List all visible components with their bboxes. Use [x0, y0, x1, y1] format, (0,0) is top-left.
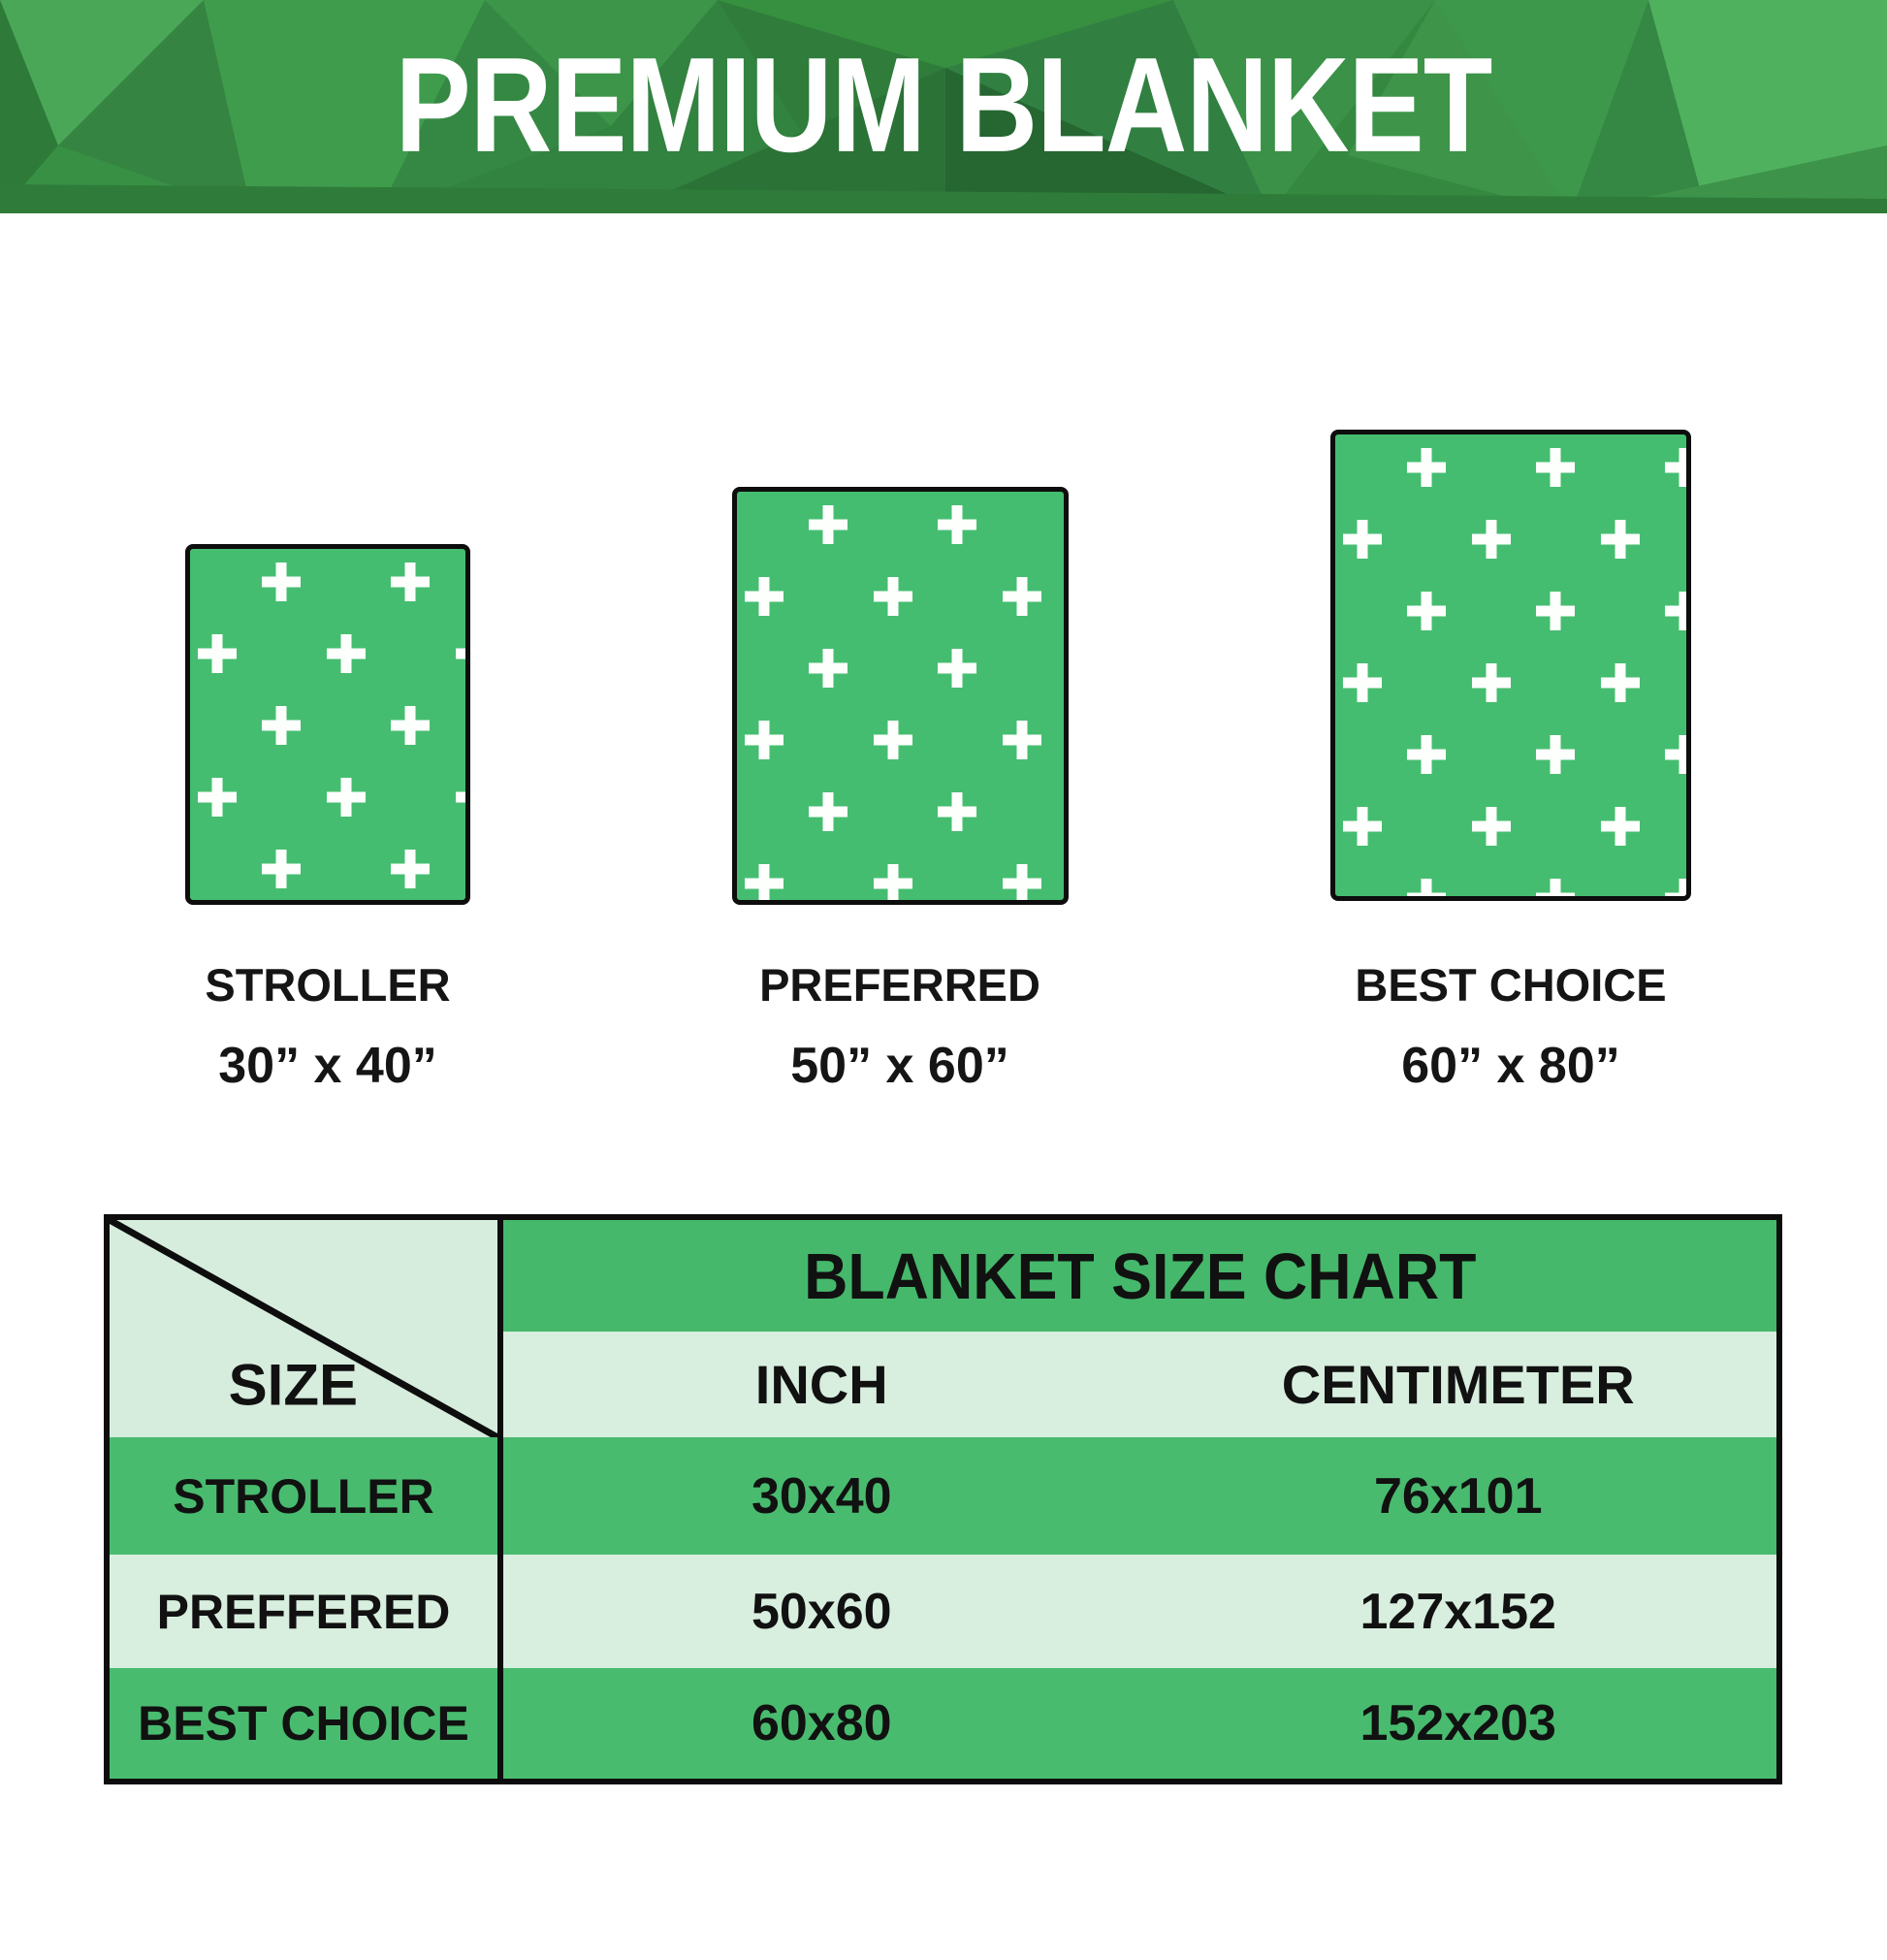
plus-motif	[1067, 792, 1069, 831]
column-header-inch: INCH	[503, 1332, 1140, 1437]
plus-motif	[1472, 520, 1511, 559]
plus-motif	[1343, 520, 1382, 559]
diagonal-line	[110, 1220, 497, 1437]
plus-pattern	[737, 492, 1064, 900]
table-title-cell: BLANKET SIZE CHART	[503, 1220, 1776, 1332]
size-dimensions: 30” x 40”	[218, 1038, 437, 1094]
table-cell-centimeter: 127x152	[1139, 1555, 1776, 1668]
table-cell-inch: 30x40	[503, 1437, 1140, 1555]
plus-motif	[262, 706, 301, 745]
column-header-centimeter: CENTIMETER	[1139, 1332, 1776, 1437]
plus-motif	[1472, 663, 1511, 702]
plus-motif	[1536, 735, 1575, 774]
figure-label-best-choice: BEST CHOICE 60” x 80”	[1288, 958, 1734, 1095]
plus-motif	[1536, 879, 1575, 896]
blanket-preview-preferred	[732, 487, 1069, 905]
plus-motif	[938, 649, 976, 688]
plus-motif	[1407, 879, 1446, 896]
figure-label-preferred: PREFERRED 50” x 60”	[677, 958, 1123, 1095]
plus-motif	[1003, 721, 1041, 759]
plus-motif	[456, 634, 465, 673]
plus-motif	[1536, 448, 1575, 487]
plus-pattern	[1335, 434, 1686, 896]
table-row-header-preffered: PREFFERED	[110, 1555, 503, 1668]
plus-motif	[456, 778, 465, 817]
blanket-preview-best-choice	[1330, 430, 1691, 901]
plus-motif	[1601, 520, 1640, 559]
blanket-preview-stroller	[185, 544, 470, 905]
banner-polygon-background	[0, 0, 1887, 213]
plus-motif	[1536, 592, 1575, 630]
table-cell-inch: 60x80	[503, 1668, 1140, 1779]
plus-motif	[262, 562, 301, 601]
plus-motif	[1003, 577, 1041, 616]
plus-motif	[1665, 448, 1686, 487]
plus-motif	[1003, 864, 1041, 900]
plus-motif	[1067, 649, 1069, 688]
plus-motif	[745, 864, 784, 900]
plus-motif	[809, 505, 848, 544]
size-name: STROLLER	[205, 959, 451, 1011]
plus-motif	[1407, 735, 1446, 774]
table-row-header-stroller: STROLLER	[110, 1437, 503, 1555]
table-cell-centimeter: 76x101	[1139, 1437, 1776, 1555]
plus-motif	[1472, 807, 1511, 846]
plus-motif	[1343, 663, 1382, 702]
banner: PREMIUM BLANKET	[0, 0, 1887, 213]
size-dimensions: 50” x 60”	[790, 1038, 1009, 1094]
plus-motif	[938, 792, 976, 831]
size-name: PREFERRED	[759, 959, 1040, 1011]
table-row-header-best-choice: BEST CHOICE	[110, 1668, 503, 1779]
plus-motif	[938, 505, 976, 544]
plus-motif	[745, 577, 784, 616]
plus-motif	[1343, 807, 1382, 846]
plus-motif	[1601, 807, 1640, 846]
plus-motif	[874, 864, 912, 900]
plus-motif	[809, 649, 848, 688]
table-cell-inch: 50x60	[503, 1555, 1140, 1668]
plus-motif	[1665, 592, 1686, 630]
plus-motif	[391, 850, 430, 888]
plus-motif	[809, 792, 848, 831]
plus-motif	[1665, 735, 1686, 774]
plus-motif	[874, 721, 912, 759]
plus-motif	[874, 577, 912, 616]
plus-motif	[391, 562, 430, 601]
plus-motif	[391, 706, 430, 745]
corner-label-size: SIZE	[228, 1352, 359, 1418]
blanket-size-chart-table: SIZE BLANKET SIZE CHART INCH CENTIMETER …	[104, 1214, 1782, 1784]
plus-motif	[1601, 663, 1640, 702]
plus-motif	[198, 778, 237, 817]
table-title: BLANKET SIZE CHART	[803, 1238, 1477, 1313]
plus-motif	[198, 634, 237, 673]
table-cell-centimeter: 152x203	[1139, 1668, 1776, 1779]
plus-pattern	[190, 549, 465, 900]
size-name: BEST CHOICE	[1355, 959, 1667, 1011]
plus-motif	[1665, 879, 1686, 896]
plus-motif	[745, 721, 784, 759]
figure-label-stroller: STROLLER 30” x 40”	[105, 958, 551, 1095]
page-title: PREMIUM BLANKET	[395, 29, 1493, 180]
plus-motif	[262, 850, 301, 888]
plus-motif	[1067, 505, 1069, 544]
table-corner-cell: SIZE	[110, 1220, 503, 1437]
plus-motif	[1407, 448, 1446, 487]
plus-motif	[327, 778, 366, 817]
size-dimensions: 60” x 80”	[1401, 1038, 1620, 1094]
plus-motif	[1407, 592, 1446, 630]
plus-motif	[327, 634, 366, 673]
